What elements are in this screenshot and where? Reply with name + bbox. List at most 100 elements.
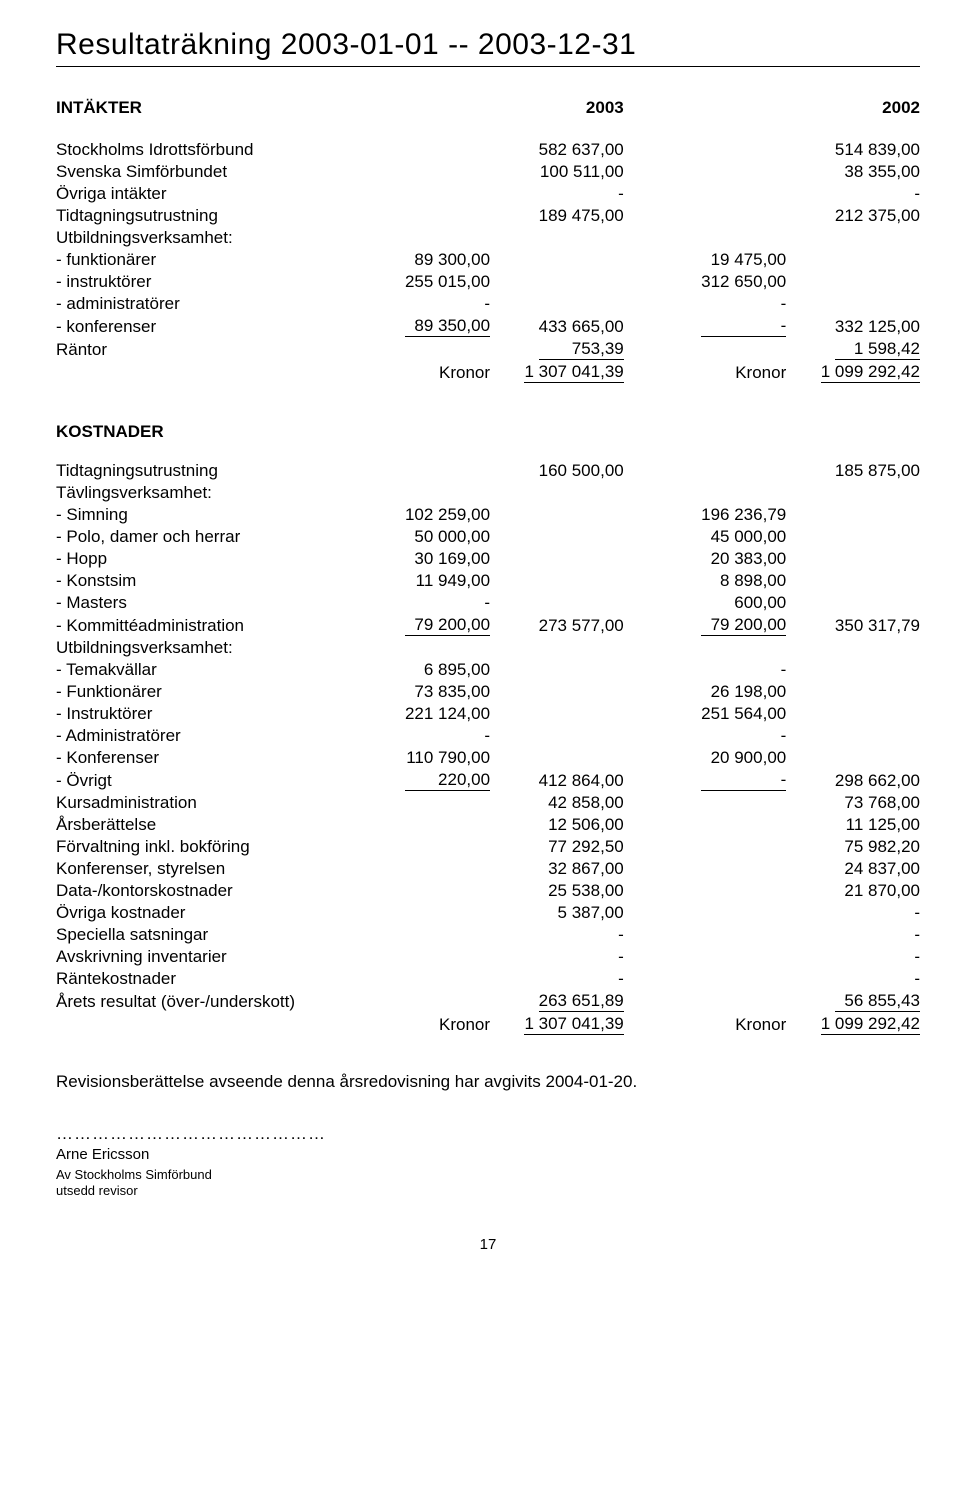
table-cell: 73 768,00 <box>786 792 920 814</box>
row-label: - Instruktörer <box>56 703 356 725</box>
row-label: Utbildningsverksamhet: <box>56 227 356 249</box>
table-row: - Temakvällar6 895,00- <box>56 659 920 681</box>
table-cell: - <box>356 592 490 614</box>
table-cell <box>490 703 624 725</box>
table-cell <box>624 548 665 570</box>
table-cell <box>356 902 490 924</box>
table-cell: 263 651,89 <box>490 990 624 1013</box>
table-cell: 77 292,50 <box>490 836 624 858</box>
table-cell <box>786 504 920 526</box>
table-cell: Kronor <box>665 1013 786 1036</box>
table-cell: 42 858,00 <box>490 792 624 814</box>
table-cell: 251 564,00 <box>665 703 786 725</box>
table-cell <box>786 249 920 271</box>
row-label: Konferenser, styrelsen <box>56 858 356 880</box>
table-cell: 26 198,00 <box>665 681 786 703</box>
table-cell <box>490 592 624 614</box>
table-cell: 433 665,00 <box>490 315 624 338</box>
table-cell <box>786 659 920 681</box>
table-cell <box>624 968 665 990</box>
table-cell <box>490 271 624 293</box>
intakter-table: Stockholms Idrottsförbund582 637,00514 8… <box>56 139 920 384</box>
row-label: - konferenser <box>56 315 356 338</box>
table-cell <box>356 338 490 361</box>
table-cell: - <box>786 946 920 968</box>
table-row: - Masters-600,00 <box>56 592 920 614</box>
table-cell: - <box>665 293 786 315</box>
table-cell <box>624 836 665 858</box>
row-label: - administratörer <box>56 293 356 315</box>
table-cell <box>356 161 490 183</box>
table-cell <box>665 460 786 482</box>
table-cell: - <box>356 725 490 747</box>
table-cell: - <box>490 946 624 968</box>
table-cell <box>624 315 665 338</box>
table-cell <box>786 227 920 249</box>
table-cell: 160 500,00 <box>490 460 624 482</box>
table-row: Stockholms Idrottsförbund582 637,00514 8… <box>56 139 920 161</box>
table-cell <box>665 924 786 946</box>
row-label: - Övrigt <box>56 769 356 792</box>
row-label: Årets resultat (över-/underskott) <box>56 990 356 1013</box>
table-cell <box>356 968 490 990</box>
table-row: Räntekostnader-- <box>56 968 920 990</box>
kostnader-table: Tidtagningsutrustning160 500,00185 875,0… <box>56 460 920 1036</box>
table-cell <box>356 482 490 504</box>
table-cell <box>490 548 624 570</box>
table-row: - Funktionärer73 835,0026 198,00 <box>56 681 920 703</box>
table-cell <box>356 946 490 968</box>
row-label: - Temakvällar <box>56 659 356 681</box>
table-cell <box>665 836 786 858</box>
table-cell: 79 200,00 <box>356 614 490 637</box>
table-cell: 20 900,00 <box>665 747 786 769</box>
intakter-header: INTÄKTER 2003 2002 <box>56 97 920 119</box>
signature-line: ……………………………………… <box>56 1124 920 1144</box>
table-cell <box>624 703 665 725</box>
table-cell <box>624 139 665 161</box>
table-cell <box>624 725 665 747</box>
table-cell <box>786 570 920 592</box>
row-label: Kursadministration <box>56 792 356 814</box>
table-cell <box>490 681 624 703</box>
table-cell <box>624 902 665 924</box>
table-cell: 11 949,00 <box>356 570 490 592</box>
table-cell: 6 895,00 <box>356 659 490 681</box>
table-cell: 1 307 041,39 <box>490 1013 624 1036</box>
table-cell: 50 000,00 <box>356 526 490 548</box>
table-cell: 600,00 <box>665 592 786 614</box>
table-cell <box>665 946 786 968</box>
table-cell: 100 511,00 <box>490 161 624 183</box>
table-cell: - <box>665 315 786 338</box>
table-cell: - <box>665 769 786 792</box>
year-2003: 2003 <box>490 97 624 119</box>
table-cell <box>490 504 624 526</box>
row-label: - funktionärer <box>56 249 356 271</box>
table-cell <box>665 792 786 814</box>
table-cell: 514 839,00 <box>786 139 920 161</box>
table-cell <box>786 526 920 548</box>
table-row: Tidtagningsutrustning189 475,00212 375,0… <box>56 205 920 227</box>
row-label: Räntor <box>56 338 356 361</box>
row-label: - Polo, damer och herrar <box>56 526 356 548</box>
row-label: - Funktionärer <box>56 681 356 703</box>
table-cell: 24 837,00 <box>786 858 920 880</box>
table-row: - instruktörer255 015,00312 650,00 <box>56 271 920 293</box>
revision-note: Revisionsberättelse avseende denna årsre… <box>56 1072 920 1092</box>
table-cell <box>624 880 665 902</box>
row-label: Avskrivning inventarier <box>56 946 356 968</box>
table-cell <box>624 504 665 526</box>
table-cell: Kronor <box>665 361 786 384</box>
table-cell <box>665 205 786 227</box>
row-label: Räntekostnader <box>56 968 356 990</box>
table-row: - Kommittéadministration 79 200,00273 57… <box>56 614 920 637</box>
table-cell: 220,00 <box>356 769 490 792</box>
table-cell: 75 982,20 <box>786 836 920 858</box>
table-row: - Simning102 259,00196 236,79 <box>56 504 920 526</box>
table-row: - Hopp30 169,0020 383,00 <box>56 548 920 570</box>
table-cell <box>624 946 665 968</box>
row-label: - Hopp <box>56 548 356 570</box>
table-cell <box>624 769 665 792</box>
table-cell <box>624 614 665 637</box>
table-cell: - <box>786 183 920 205</box>
table-cell <box>665 814 786 836</box>
